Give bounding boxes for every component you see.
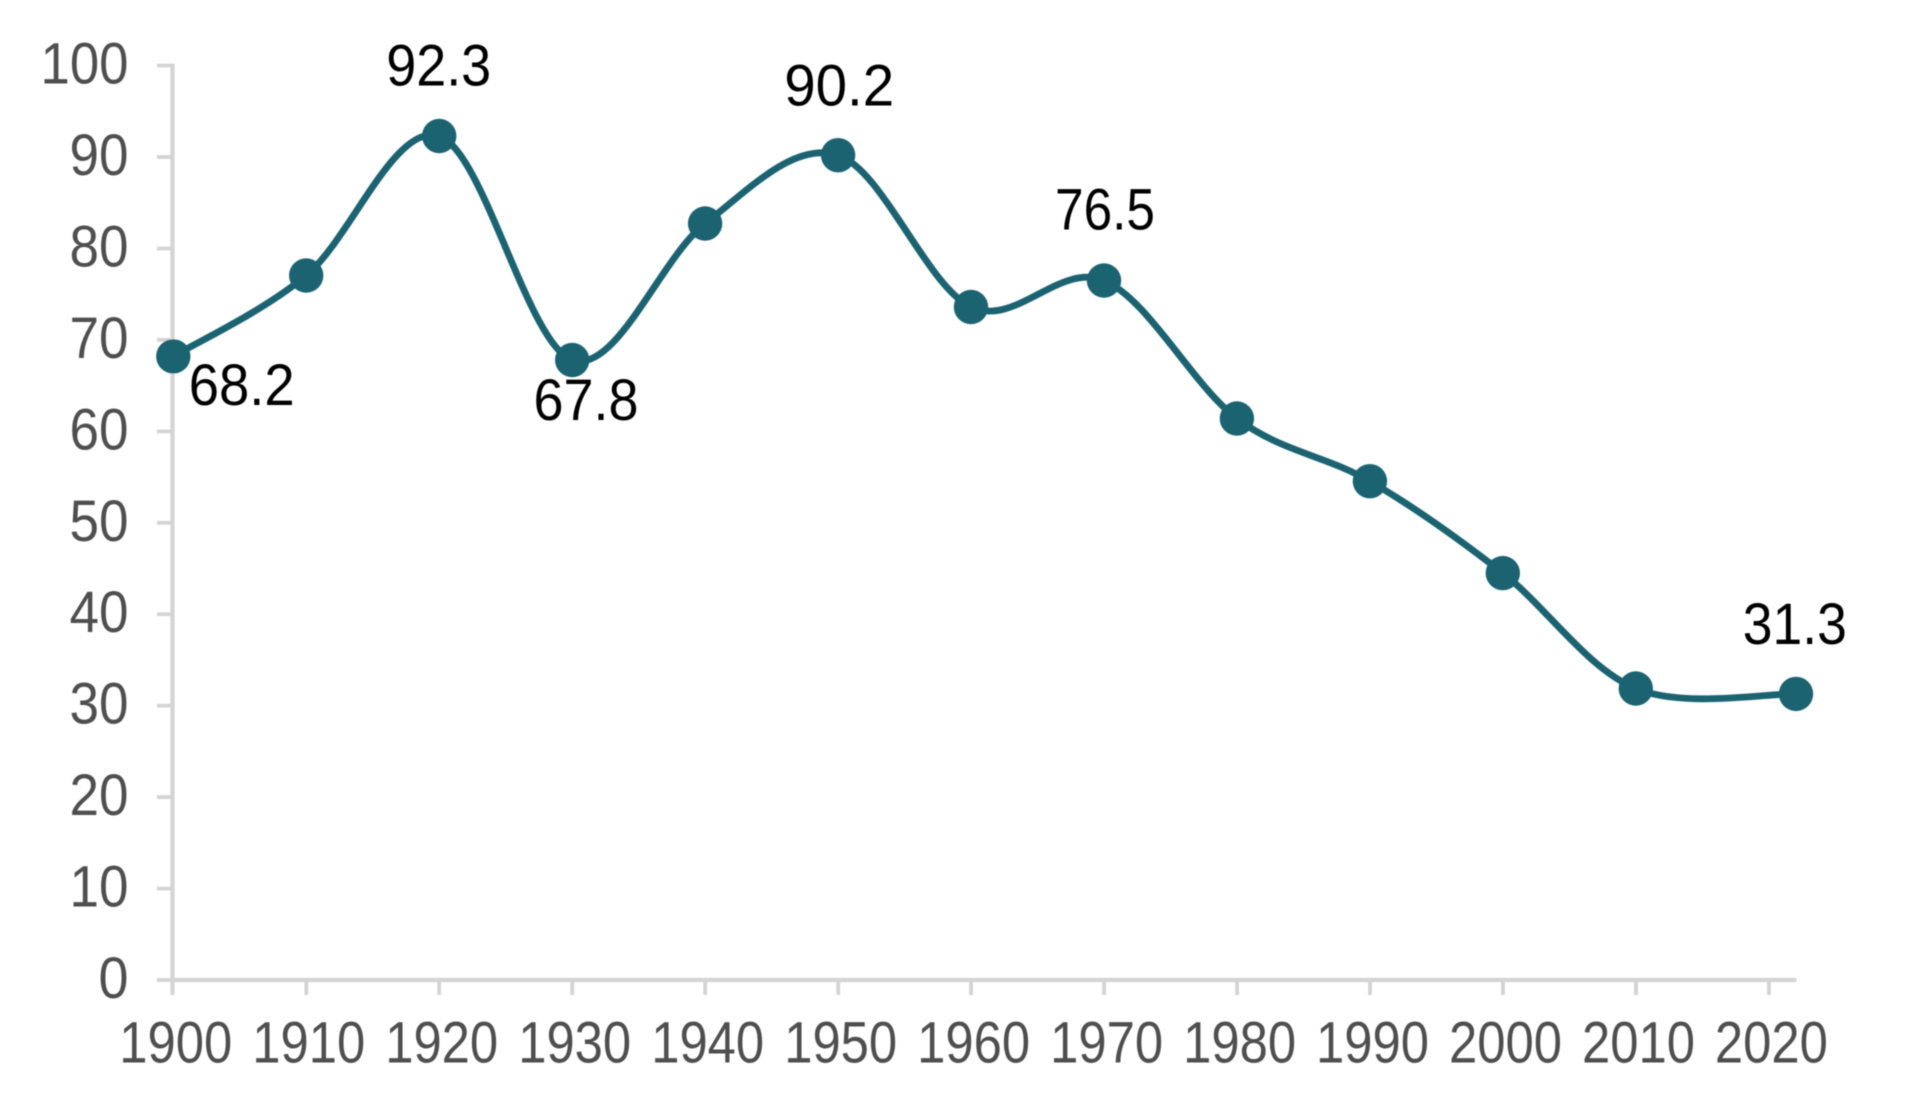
svg-text:1990: 1990	[1316, 1011, 1429, 1076]
svg-text:1980: 1980	[1183, 1011, 1296, 1076]
svg-text:67.8: 67.8	[534, 368, 639, 433]
svg-text:1950: 1950	[784, 1011, 897, 1076]
svg-text:1900: 1900	[119, 1011, 232, 1076]
svg-text:31.3: 31.3	[1743, 592, 1847, 657]
svg-text:2020: 2020	[1715, 1011, 1828, 1076]
svg-text:1960: 1960	[917, 1011, 1030, 1076]
svg-text:100: 100	[41, 32, 129, 97]
svg-text:1920: 1920	[385, 1011, 498, 1076]
svg-text:80: 80	[70, 215, 129, 280]
svg-text:10: 10	[70, 855, 129, 920]
svg-text:1970: 1970	[1050, 1011, 1163, 1076]
svg-text:30: 30	[70, 672, 129, 737]
svg-text:40: 40	[70, 580, 129, 645]
svg-text:92.3: 92.3	[386, 33, 491, 98]
svg-text:20: 20	[70, 763, 129, 828]
svg-text:90.2: 90.2	[784, 53, 894, 118]
svg-text:50: 50	[70, 489, 129, 554]
svg-text:60: 60	[70, 397, 129, 462]
svg-text:90: 90	[70, 123, 129, 188]
svg-text:2000: 2000	[1449, 1011, 1562, 1076]
svg-text:0: 0	[99, 946, 129, 1011]
svg-text:76.5: 76.5	[1055, 177, 1155, 242]
svg-text:1940: 1940	[651, 1011, 764, 1076]
svg-text:1910: 1910	[252, 1011, 365, 1076]
svg-text:2010: 2010	[1582, 1011, 1695, 1076]
svg-text:1930: 1930	[518, 1011, 631, 1076]
svg-text:68.2: 68.2	[189, 353, 295, 418]
svg-text:70: 70	[70, 306, 129, 371]
